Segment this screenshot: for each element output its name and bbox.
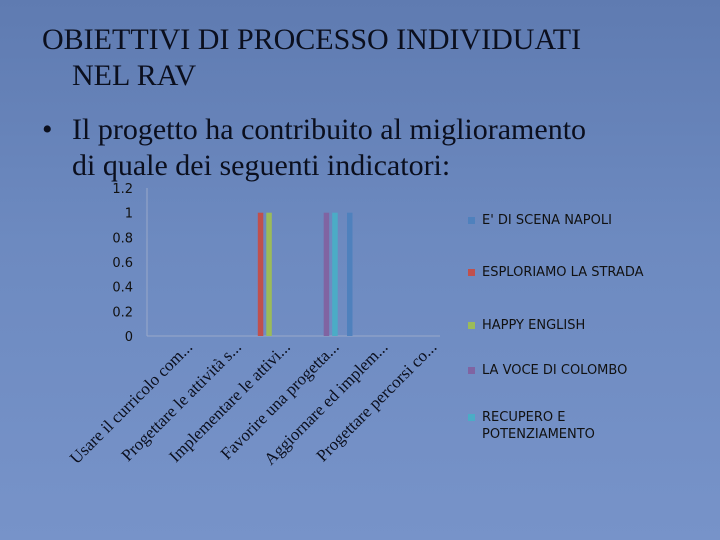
legend-label: LA VOCE DI COLOMBO (482, 363, 628, 378)
y-tick-label: 1 (125, 207, 133, 222)
bullet-symbol: • (42, 113, 53, 146)
legend-swatch (468, 269, 475, 276)
bar-4-4 (323, 212, 330, 336)
slide-title-line-1: OBIETTIVI DI PROCESSO INDIVIDUATI (42, 23, 582, 56)
legend-item: RECUPERO E POTENZIAMENTO (468, 409, 672, 443)
slide-title-line-2: NEL RAV (72, 59, 197, 92)
bar-5-4 (332, 212, 338, 336)
bullet-point: • Il progetto ha contribuito al migliora… (42, 112, 702, 184)
legend-swatch (468, 414, 475, 421)
slide-title: OBIETTIVI DI PROCESSO INDIVIDUATI NEL RA… (42, 22, 702, 94)
legend-item: E' DI SCENA NAPOLI (468, 212, 672, 229)
bullet-text-line-1: Il progetto ha contribuito al migliorame… (72, 113, 587, 146)
legend-swatch (468, 322, 475, 329)
y-tick-label: 0.2 (112, 305, 133, 320)
bullet-text-line-2: di quale dei seguenti indicatori: (72, 149, 451, 182)
y-tick-label: 0.4 (112, 281, 133, 296)
legend-label: E' DI SCENA NAPOLI (482, 213, 612, 228)
bar-3-3 (266, 212, 272, 336)
y-tick-label: 0 (125, 330, 133, 345)
legend-label: HAPPY ENGLISH (482, 318, 586, 333)
y-tick-label: 1.2 (112, 182, 133, 197)
legend-label: ESPLORIAMO LA STRADA (482, 265, 644, 280)
legend-item: HAPPY ENGLISH (468, 317, 672, 334)
legend-swatch (468, 367, 475, 374)
y-tick-label: 0.8 (112, 231, 133, 246)
y-tick-label: 0.6 (112, 256, 133, 271)
legend-item: LA VOCE DI COLOMBO (468, 362, 672, 379)
legend-item: ESPLORIAMO LA STRADA (468, 264, 672, 281)
legend-label: RECUPERO E POTENZIAMENTO (482, 410, 595, 442)
bar-1-5 (347, 212, 353, 336)
legend-swatch (468, 217, 475, 224)
bar-2-3 (257, 212, 264, 336)
